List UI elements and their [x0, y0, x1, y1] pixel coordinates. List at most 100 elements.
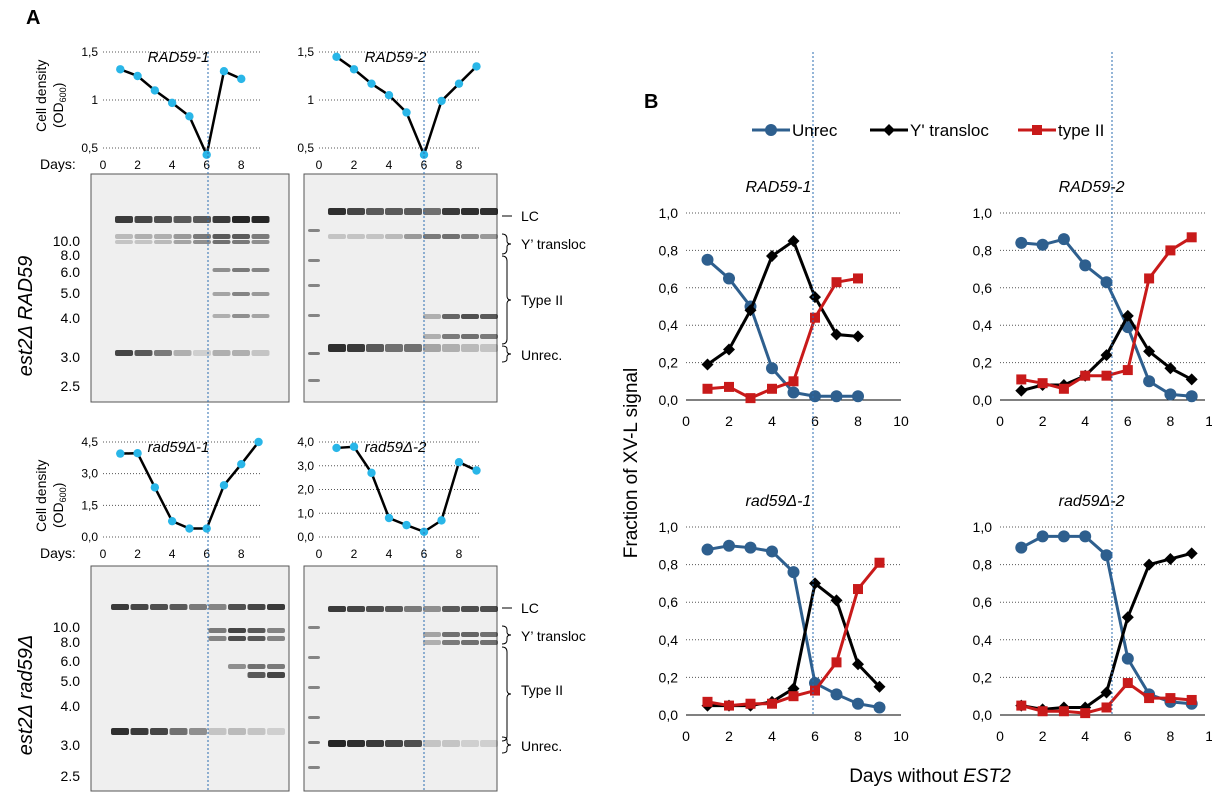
gel-band [251, 350, 270, 356]
gel-band [251, 216, 270, 223]
density-point [454, 457, 464, 467]
x-tick-label: 2 [1039, 728, 1047, 744]
gel-band [385, 234, 403, 239]
gel-band [173, 234, 192, 239]
y-tick-label: 0,2 [659, 355, 679, 371]
ladder-label: 5.0 [61, 285, 81, 301]
type-ii-point [810, 312, 820, 323]
x-tick-label: 0 [682, 728, 690, 744]
density-plot-title: rad59Δ-2 [365, 439, 427, 456]
y-transloc-point [1185, 547, 1198, 560]
fraction-chart-title: RAD59-2 [1059, 179, 1125, 196]
gel-band [423, 234, 441, 239]
fraction-chart: 0,0 0,2 0,4 0,6 0,8 1,0 0 2 4 6 8 10 RAD59-1 [659, 179, 909, 429]
gel-band [461, 740, 479, 747]
ladder-label: 4.0 [61, 698, 81, 714]
gel-band [212, 234, 231, 239]
type-ii-point [745, 393, 756, 404]
gel-band [267, 628, 285, 633]
type-ii-point [1058, 706, 1069, 717]
gel-band [404, 208, 422, 215]
x-tick-label: 10 [893, 413, 909, 429]
y-transloc-point [744, 304, 757, 317]
type-ii-point [831, 657, 842, 668]
y-tick-label: 0,0 [659, 707, 679, 723]
ladder-label: 3.0 [61, 349, 81, 365]
gel-band [308, 284, 320, 287]
gel-band [228, 604, 246, 610]
y-tick-label: 0,2 [973, 355, 993, 371]
gel-band [385, 208, 403, 215]
gel-band [212, 292, 231, 296]
gel-band [212, 216, 231, 223]
gel-band [461, 334, 479, 339]
type-ii-point [767, 383, 777, 394]
gel-band [328, 606, 346, 612]
y-tick-label: 0,6 [659, 280, 679, 296]
gel-band [247, 728, 266, 735]
y-transloc-point [1143, 345, 1156, 358]
gel-band [308, 656, 320, 659]
x-tick-label: 2 [351, 158, 358, 172]
y-tick-label: 0,0 [973, 707, 993, 723]
x-tick-label: 8 [238, 158, 245, 172]
gel-band [308, 314, 320, 317]
y-transloc-point [1100, 349, 1113, 362]
gel-band [308, 626, 320, 629]
gel-band [308, 229, 320, 232]
gel-band [193, 234, 211, 239]
legend-label: Y' transloc [910, 121, 989, 140]
gel-band [232, 240, 250, 244]
type-ii-point [1186, 232, 1197, 243]
gel-band [308, 741, 320, 744]
charts-layer: 0,511,502468RAD59-10,511,502468RAD59-20,… [81, 45, 1212, 792]
gel-band [111, 604, 129, 610]
unrec-brace [501, 345, 512, 363]
gel-band [193, 216, 211, 223]
unrec-point [1121, 652, 1134, 665]
y-tick-label: 1,0 [973, 519, 993, 535]
density-point [219, 67, 229, 76]
band-label-y-transloc: Y’ transloc [521, 236, 586, 252]
gel-band [267, 604, 285, 610]
type-ii-point [874, 557, 885, 568]
x-tick-label: 4 [169, 158, 176, 172]
density-point [332, 52, 341, 61]
legend-label: type II [1058, 121, 1104, 140]
gel-band [173, 216, 192, 223]
y-transloc-point [1185, 373, 1198, 386]
gel-band [366, 606, 384, 612]
gel-band [208, 728, 227, 735]
unrec-point [1015, 236, 1028, 249]
unrec-point [1100, 276, 1113, 289]
y-tick-label: 0,6 [973, 594, 993, 610]
x-tick-label: 2 [725, 728, 733, 744]
gel-band [404, 344, 422, 352]
unrec-point [1185, 390, 1198, 403]
gel-band [111, 728, 129, 735]
gel-band [461, 314, 479, 319]
band-label-lc: LC [521, 600, 539, 616]
unrec-point [723, 272, 735, 285]
legend-marker [883, 124, 895, 136]
fraction-chart: 0,0 0,2 0,4 0,6 0,8 1,0 0 2 4 6 8 10 rad59Δ-2 [973, 493, 1212, 744]
density-point [185, 524, 194, 533]
gel-band [251, 314, 270, 318]
gel-band [385, 606, 403, 612]
density-point [150, 86, 160, 95]
density-point [116, 449, 125, 458]
y-transloc-point [1143, 558, 1156, 571]
band-label-y-transloc: Y’ transloc [521, 628, 586, 644]
y-transloc-point [809, 291, 821, 304]
gel-band [423, 740, 441, 747]
y-transloc-point [809, 577, 821, 590]
type-ii-point [745, 698, 756, 709]
x-tick-label: 0 [996, 728, 1004, 744]
gel-band [328, 740, 346, 747]
gel-band [423, 314, 441, 319]
x-tick-label: 2 [134, 158, 141, 172]
y-tick-label: 1,0 [973, 205, 993, 221]
density-point [384, 513, 394, 523]
y-transloc-point [852, 330, 864, 343]
x-tick-label: 0 [316, 547, 323, 561]
